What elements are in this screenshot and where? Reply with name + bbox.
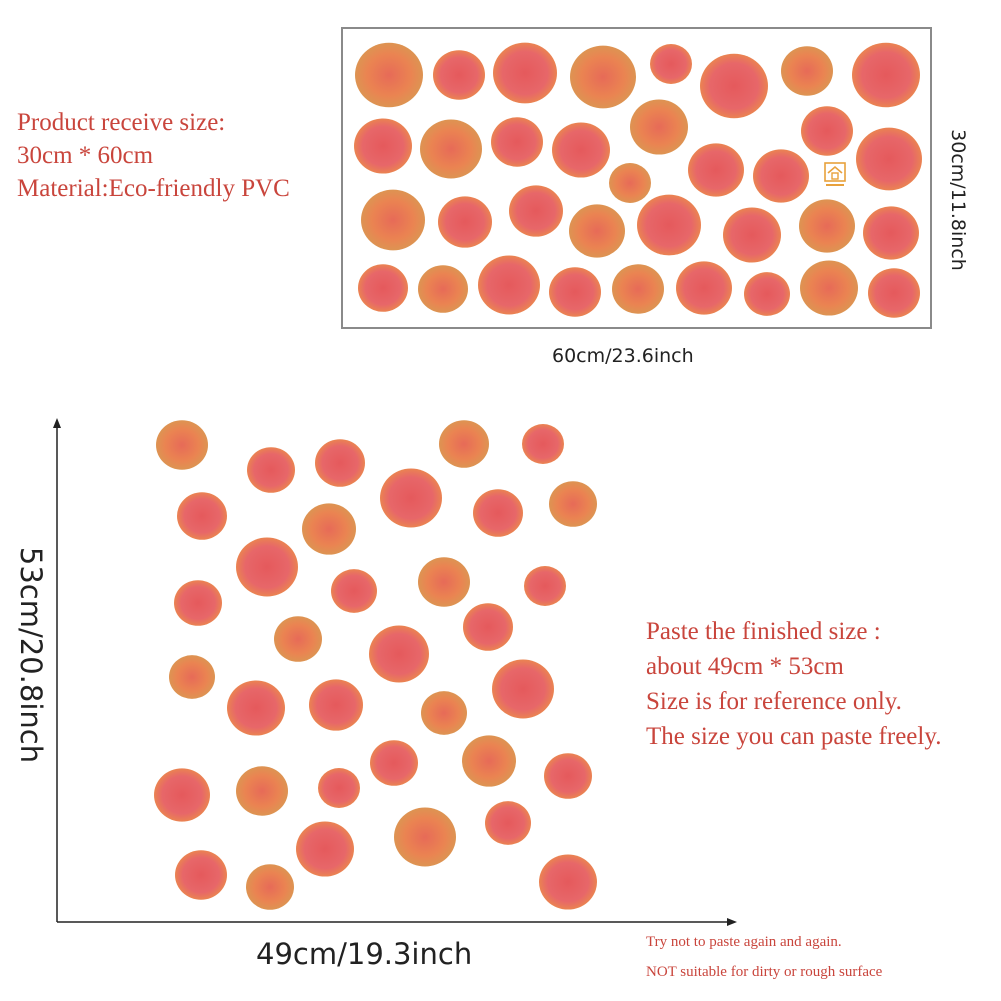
sheet-dot <box>358 264 408 312</box>
sheet-dot <box>612 264 664 314</box>
pasted-dot <box>302 503 356 555</box>
sheet-dot <box>509 185 563 237</box>
product-info: Product receive size: 30cm * 60cm Materi… <box>17 106 290 205</box>
sheet-dot <box>570 45 636 109</box>
sheet-dot <box>438 196 492 248</box>
sheet-dot <box>800 260 858 316</box>
paste-width-label: 49cm/19.3inch <box>256 937 473 971</box>
sheet-dot <box>637 194 701 256</box>
product-sheet <box>341 27 932 329</box>
sheet-dot <box>493 42 557 104</box>
sheet-dot <box>355 42 423 108</box>
sheet-dot <box>723 207 781 263</box>
pasted-dot <box>485 801 531 845</box>
pasted-dot <box>236 537 298 597</box>
pasted-dot <box>274 616 322 662</box>
pasted-dot <box>174 580 222 626</box>
pasted-dot <box>421 691 467 735</box>
brand-logo <box>824 162 846 186</box>
sheet-dot <box>650 44 692 84</box>
pasted-dot <box>544 753 592 799</box>
sheet-dot <box>868 268 920 318</box>
sheet-dot <box>420 119 482 179</box>
pasted-dot <box>315 439 365 487</box>
sheet-dot <box>801 106 853 156</box>
pasted-dot <box>296 821 354 877</box>
sheet-dot <box>630 99 688 155</box>
sheet-dot <box>863 206 919 260</box>
pasted-dot <box>492 659 554 719</box>
sheet-dot <box>781 46 833 96</box>
pasted-dot <box>227 680 285 736</box>
paste-info-line-3: Size is for reference only. <box>646 688 902 715</box>
sheet-dot <box>361 189 425 251</box>
pasted-dot <box>175 850 227 900</box>
pasted-dot <box>522 424 564 464</box>
sheet-width-label: 60cm/23.6inch <box>552 345 694 367</box>
pasted-dot <box>539 854 597 910</box>
sheet-dot <box>552 122 610 178</box>
sheet-dot <box>852 42 920 108</box>
pasted-dot <box>247 447 295 493</box>
pasted-dot <box>370 740 418 786</box>
sheet-dot <box>676 261 732 315</box>
sheet-dot <box>491 117 543 167</box>
paste-info-line-2: about 49cm * 53cm <box>646 653 844 680</box>
pasted-dot <box>418 557 470 607</box>
pasted-dot <box>318 768 360 808</box>
sheet-dot <box>744 272 790 316</box>
sheet-dot <box>609 163 651 203</box>
sheet-dot <box>799 199 855 253</box>
sheet-dot <box>856 127 922 191</box>
sheet-dot <box>433 50 485 100</box>
paste-info-line-1: Paste the finished size : <box>646 618 881 645</box>
sheet-dot <box>354 118 412 174</box>
pasted-dot <box>177 492 227 540</box>
pasted-dot <box>331 569 377 613</box>
note-surface: NOT suitable for dirty or rough surface <box>646 964 883 980</box>
paste-info-line-4: The size you can paste freely. <box>646 723 942 750</box>
pasted-dot <box>154 768 210 822</box>
pasted-dot <box>473 489 523 537</box>
paste-height-label: 53cm/20.8inch <box>14 546 48 764</box>
sheet-dot <box>688 143 744 197</box>
x-axis-arrow <box>727 918 737 926</box>
pasted-dot <box>394 807 456 867</box>
pasted-dot <box>156 420 208 470</box>
sheet-dot <box>549 267 601 317</box>
product-info-line-3: Material:Eco-friendly PVC <box>17 175 290 202</box>
sheet-dot <box>478 255 540 315</box>
pasted-dot <box>524 566 566 606</box>
pasted-dot <box>309 679 363 731</box>
sheet-dot <box>753 149 809 203</box>
product-info-line-1: Product receive size: <box>17 109 226 136</box>
pasted-dot <box>549 481 597 527</box>
pasted-dot <box>246 864 294 910</box>
pasted-dot <box>463 603 513 651</box>
sheet-dot <box>418 265 468 313</box>
sheet-dot <box>569 204 625 258</box>
product-info-line-2: 30cm * 60cm <box>17 142 154 169</box>
pasted-dot <box>380 468 442 528</box>
pasted-dot <box>439 420 489 468</box>
paste-info: Paste the finished size : about 49cm * 5… <box>646 614 941 754</box>
pasted-dot <box>369 625 429 683</box>
pasted-dot <box>462 735 516 787</box>
pasted-dot <box>236 766 288 816</box>
sheet-dot <box>700 53 768 119</box>
note-repaste: Try not to paste again and again. <box>646 934 842 950</box>
y-axis-arrow <box>53 418 61 428</box>
pasted-dot <box>169 655 215 699</box>
